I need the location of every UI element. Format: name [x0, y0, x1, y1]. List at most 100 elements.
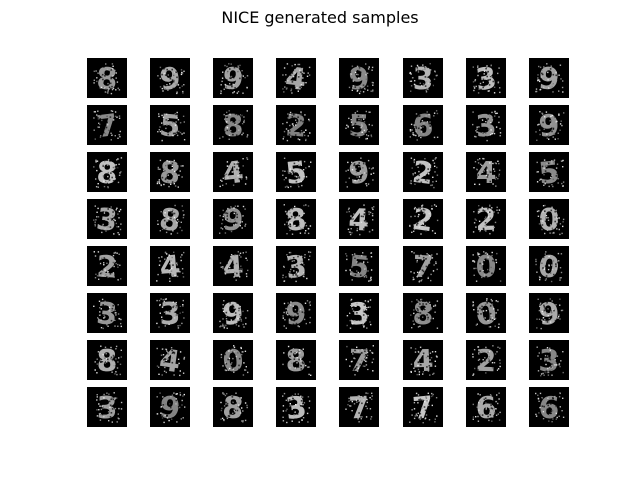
sample-image: 0	[213, 340, 253, 380]
sample-digit-glyph: 2	[475, 344, 497, 380]
sample-digit-drawing: 3	[276, 387, 316, 427]
sample-digit-drawing: 3	[87, 293, 127, 333]
sample-digit-glyph: 3	[474, 108, 497, 144]
sample-digit-drawing: 4	[213, 152, 253, 192]
sample-digit-drawing: 6	[403, 105, 443, 145]
sample-image: 9	[339, 152, 379, 192]
sample-digit-drawing: 8	[403, 293, 443, 333]
sample-digit-drawing: 6	[466, 387, 506, 427]
sample-digit-drawing: 9	[213, 58, 253, 98]
sample-digit-glyph: 2	[284, 108, 307, 144]
sample-digit-drawing: 7	[339, 340, 379, 380]
sample-digit-drawing: 8	[213, 105, 253, 145]
sample-image: 4	[213, 246, 253, 286]
sample-digit-drawing: 6	[529, 387, 569, 427]
sample-digit-drawing: 5	[150, 105, 190, 145]
sample-digit-glyph: 0	[536, 249, 561, 286]
sample-digit-glyph: 7	[348, 390, 371, 426]
sample-digit-drawing: 4	[466, 152, 506, 192]
sample-image: 2	[403, 199, 443, 239]
sample-digit-drawing: 0	[466, 246, 506, 286]
sample-digit-drawing: 2	[403, 199, 443, 239]
sample-image: 8	[403, 293, 443, 333]
sample-image: 5	[529, 152, 569, 192]
sample-image: 4	[213, 152, 253, 192]
sample-digit-drawing: 9	[213, 293, 253, 333]
sample-digit-glyph: 3	[160, 297, 181, 332]
sample-digit-drawing: 7	[403, 387, 443, 427]
sample-image: 7	[339, 340, 379, 380]
sample-image: 8	[87, 340, 127, 380]
sample-image: 9	[276, 293, 316, 333]
sample-digit-drawing: 7	[339, 387, 379, 427]
sample-image: 8	[213, 387, 253, 427]
sample-digit-drawing: 5	[529, 152, 569, 192]
sample-digit-drawing: 3	[276, 246, 316, 286]
sample-image: 5	[339, 246, 379, 286]
sample-image: 3	[87, 199, 127, 239]
sample-image: 0	[529, 199, 569, 239]
sample-digit-glyph: 9	[157, 390, 182, 427]
sample-image: 9	[339, 58, 379, 98]
sample-image: 8	[213, 105, 253, 145]
sample-image: 2	[466, 340, 506, 380]
sample-digit-drawing: 4	[150, 246, 190, 286]
sample-digit-drawing: 0	[529, 246, 569, 286]
sample-image: 9	[213, 199, 253, 239]
sample-image: 3	[529, 340, 569, 380]
sample-digit-drawing: 3	[466, 105, 506, 145]
sample-digit-glyph: 8	[96, 62, 118, 98]
sample-digit-glyph: 7	[95, 108, 120, 145]
sample-digit-glyph: 8	[96, 155, 119, 191]
sample-digit-glyph: 5	[158, 108, 182, 145]
sample-digit-glyph: 2	[96, 249, 119, 285]
sample-digit-glyph: 9	[221, 296, 245, 333]
sample-digit-drawing: 8	[213, 387, 253, 427]
sample-digit-drawing: 4	[276, 58, 316, 98]
sample-image: 0	[529, 246, 569, 286]
sample-digit-glyph: 8	[285, 344, 306, 379]
sample-digit-drawing: 4	[213, 246, 253, 286]
sample-digit-drawing: 3	[150, 293, 190, 333]
sample-image: 0	[466, 293, 506, 333]
sample-image: 4	[150, 340, 190, 380]
sample-digit-glyph: 9	[221, 61, 244, 97]
sample-image: 7	[403, 387, 443, 427]
sample-image: 3	[87, 293, 127, 333]
sample-digit-glyph: 3	[538, 344, 560, 380]
sample-digit-glyph: 3	[284, 390, 309, 427]
sample-digit-drawing: 2	[276, 105, 316, 145]
sample-digit-drawing: 9	[339, 152, 379, 192]
sample-digit-glyph: 9	[222, 202, 245, 238]
sample-image: 2	[466, 199, 506, 239]
sample-digit-drawing: 3	[87, 199, 127, 239]
sample-digit-drawing: 3	[87, 387, 127, 427]
sample-digit-drawing: 3	[466, 58, 506, 98]
sample-image: 3	[276, 246, 316, 286]
sample-digit-glyph: 8	[157, 202, 183, 239]
sample-digit-glyph: 5	[347, 249, 371, 286]
sample-image: 7	[403, 246, 443, 286]
sample-digit-drawing: 8	[150, 152, 190, 192]
sample-digit-drawing: 9	[339, 58, 379, 98]
sample-image: 6	[403, 105, 443, 145]
sample-digit-glyph: 3	[413, 62, 434, 97]
sample-image: 8	[87, 152, 127, 192]
sample-digit-drawing: 4	[150, 340, 190, 380]
sample-digit-glyph: 8	[221, 390, 245, 427]
sample-digit-drawing: 0	[466, 293, 506, 333]
figure-title: NICE generated samples	[221, 8, 419, 27]
sample-image: 9	[529, 105, 569, 145]
sample-digit-drawing: 4	[339, 199, 379, 239]
sample-digit-glyph: 8	[158, 155, 182, 192]
sample-image: 8	[276, 199, 316, 239]
sample-digit-drawing: 0	[529, 199, 569, 239]
sample-image: 3	[150, 293, 190, 333]
sample-digit-drawing: 0	[213, 340, 253, 380]
sample-image: 2	[403, 152, 443, 192]
sample-digit-glyph: 4	[283, 61, 308, 98]
sample-image: 9	[150, 387, 190, 427]
sample-digit-drawing: 8	[87, 58, 127, 98]
sample-digit-drawing: 3	[529, 340, 569, 380]
